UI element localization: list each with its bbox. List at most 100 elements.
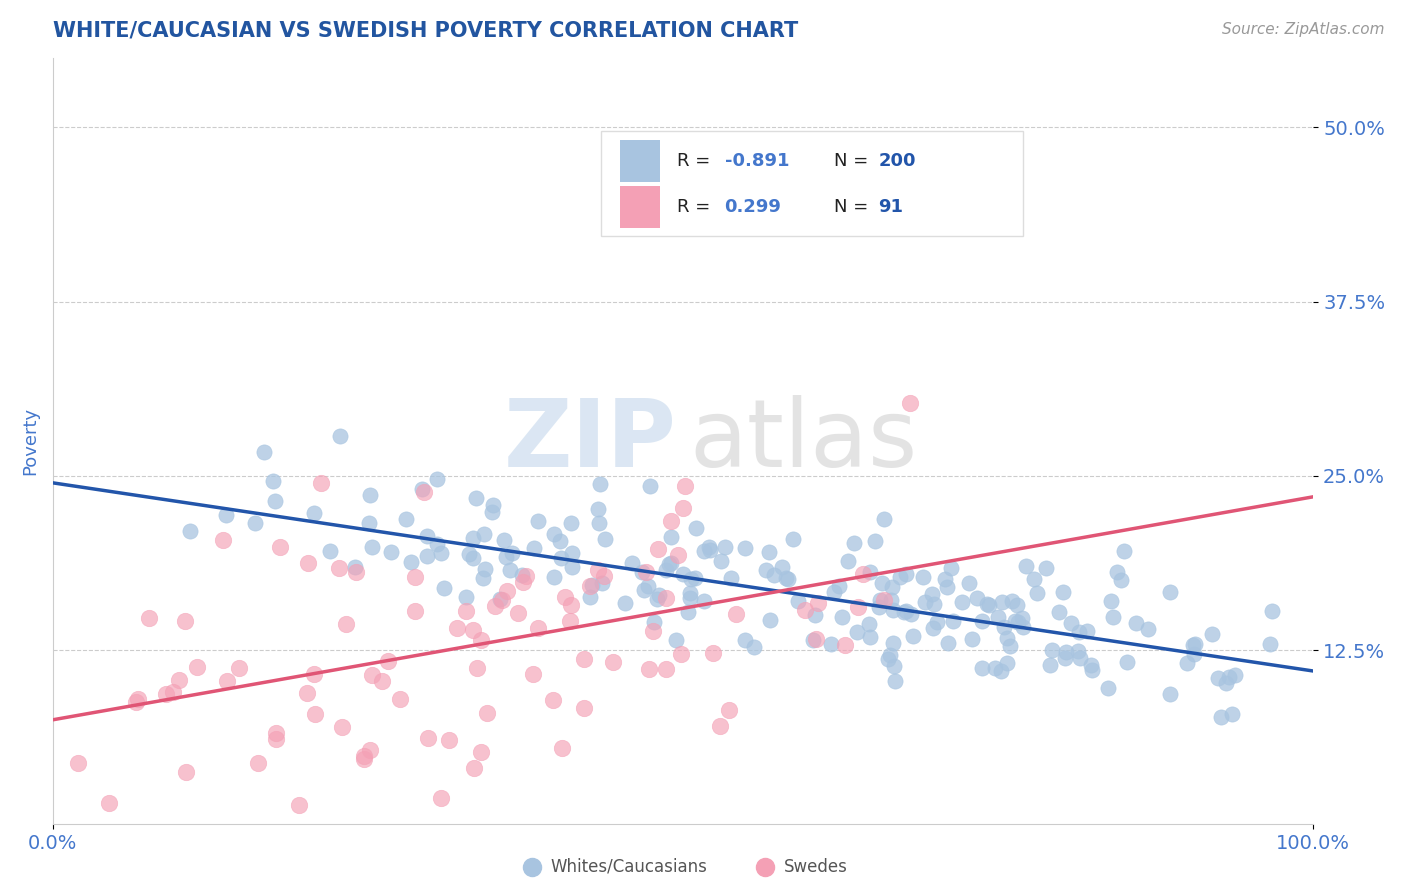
- Point: [574, 652, 596, 666]
- Point: [1109, 573, 1132, 587]
- Point: [995, 656, 1018, 670]
- Point: [554, 591, 576, 605]
- Point: [591, 575, 613, 590]
- Point: [330, 720, 353, 734]
- Point: [770, 560, 793, 574]
- Point: [1102, 610, 1125, 624]
- Point: [673, 479, 696, 493]
- Point: [1001, 594, 1024, 608]
- Point: [898, 396, 921, 410]
- Point: [470, 633, 492, 648]
- Point: [778, 572, 800, 586]
- Point: [592, 569, 614, 583]
- Point: [228, 661, 250, 675]
- Point: [437, 732, 460, 747]
- Point: [852, 566, 875, 581]
- Point: [309, 476, 332, 491]
- Point: [465, 491, 488, 505]
- Point: [335, 617, 357, 632]
- Point: [593, 533, 616, 547]
- Text: atlas: atlas: [689, 395, 918, 487]
- Point: [215, 673, 238, 688]
- Point: [806, 632, 828, 646]
- Point: [859, 565, 882, 579]
- Point: [970, 661, 993, 675]
- Point: [1047, 605, 1070, 619]
- Point: [495, 549, 517, 564]
- Point: [844, 536, 866, 550]
- Point: [541, 692, 564, 706]
- Point: [454, 591, 477, 605]
- Point: [787, 593, 810, 607]
- Point: [523, 541, 546, 555]
- Point: [990, 664, 1012, 678]
- Point: [1201, 627, 1223, 641]
- Point: [1116, 655, 1139, 669]
- Point: [758, 545, 780, 559]
- Point: [461, 551, 484, 566]
- Point: [463, 761, 485, 775]
- Point: [801, 632, 824, 647]
- Point: [561, 559, 583, 574]
- Point: [637, 579, 659, 593]
- Point: [634, 565, 657, 579]
- Point: [717, 703, 740, 717]
- Point: [921, 587, 943, 601]
- Point: [1215, 676, 1237, 690]
- Point: [501, 546, 523, 560]
- Point: [66, 756, 89, 770]
- Point: [155, 687, 177, 701]
- Point: [263, 494, 285, 508]
- Point: [297, 686, 319, 700]
- Point: [359, 743, 381, 757]
- Point: [659, 514, 682, 528]
- Point: [127, 692, 149, 706]
- Point: [803, 607, 825, 622]
- Point: [1182, 639, 1205, 653]
- Text: 91: 91: [879, 198, 904, 216]
- Point: [461, 624, 484, 638]
- Point: [678, 586, 700, 600]
- Point: [734, 541, 756, 555]
- Point: [1052, 585, 1074, 599]
- Point: [474, 562, 496, 576]
- Point: [896, 605, 918, 619]
- Point: [720, 571, 742, 585]
- Point: [672, 500, 695, 515]
- Point: [548, 534, 571, 549]
- Point: [900, 607, 922, 621]
- Point: [253, 444, 276, 458]
- Point: [266, 732, 288, 747]
- Point: [647, 588, 669, 602]
- Point: [637, 662, 659, 676]
- Point: [98, 796, 121, 810]
- Point: [724, 607, 747, 622]
- Point: [319, 544, 342, 558]
- Point: [411, 482, 433, 496]
- Point: [884, 674, 907, 689]
- Point: [998, 639, 1021, 653]
- Point: [380, 545, 402, 559]
- Point: [894, 566, 917, 581]
- Point: [957, 576, 980, 591]
- Point: [602, 655, 624, 669]
- Point: [873, 592, 896, 607]
- Point: [550, 551, 572, 566]
- Point: [579, 590, 602, 604]
- Text: R =: R =: [676, 153, 716, 170]
- Text: Source: ZipAtlas.com: Source: ZipAtlas.com: [1222, 22, 1385, 37]
- Point: [581, 578, 603, 592]
- Point: [962, 632, 984, 647]
- Point: [941, 560, 963, 574]
- Point: [328, 561, 350, 575]
- Point: [1114, 544, 1136, 558]
- Point: [353, 748, 375, 763]
- Point: [329, 429, 352, 443]
- Point: [911, 570, 934, 584]
- Point: [491, 592, 513, 607]
- Point: [357, 516, 380, 531]
- Point: [1012, 620, 1035, 634]
- Point: [679, 573, 702, 587]
- Point: [586, 563, 609, 577]
- Point: [399, 555, 422, 569]
